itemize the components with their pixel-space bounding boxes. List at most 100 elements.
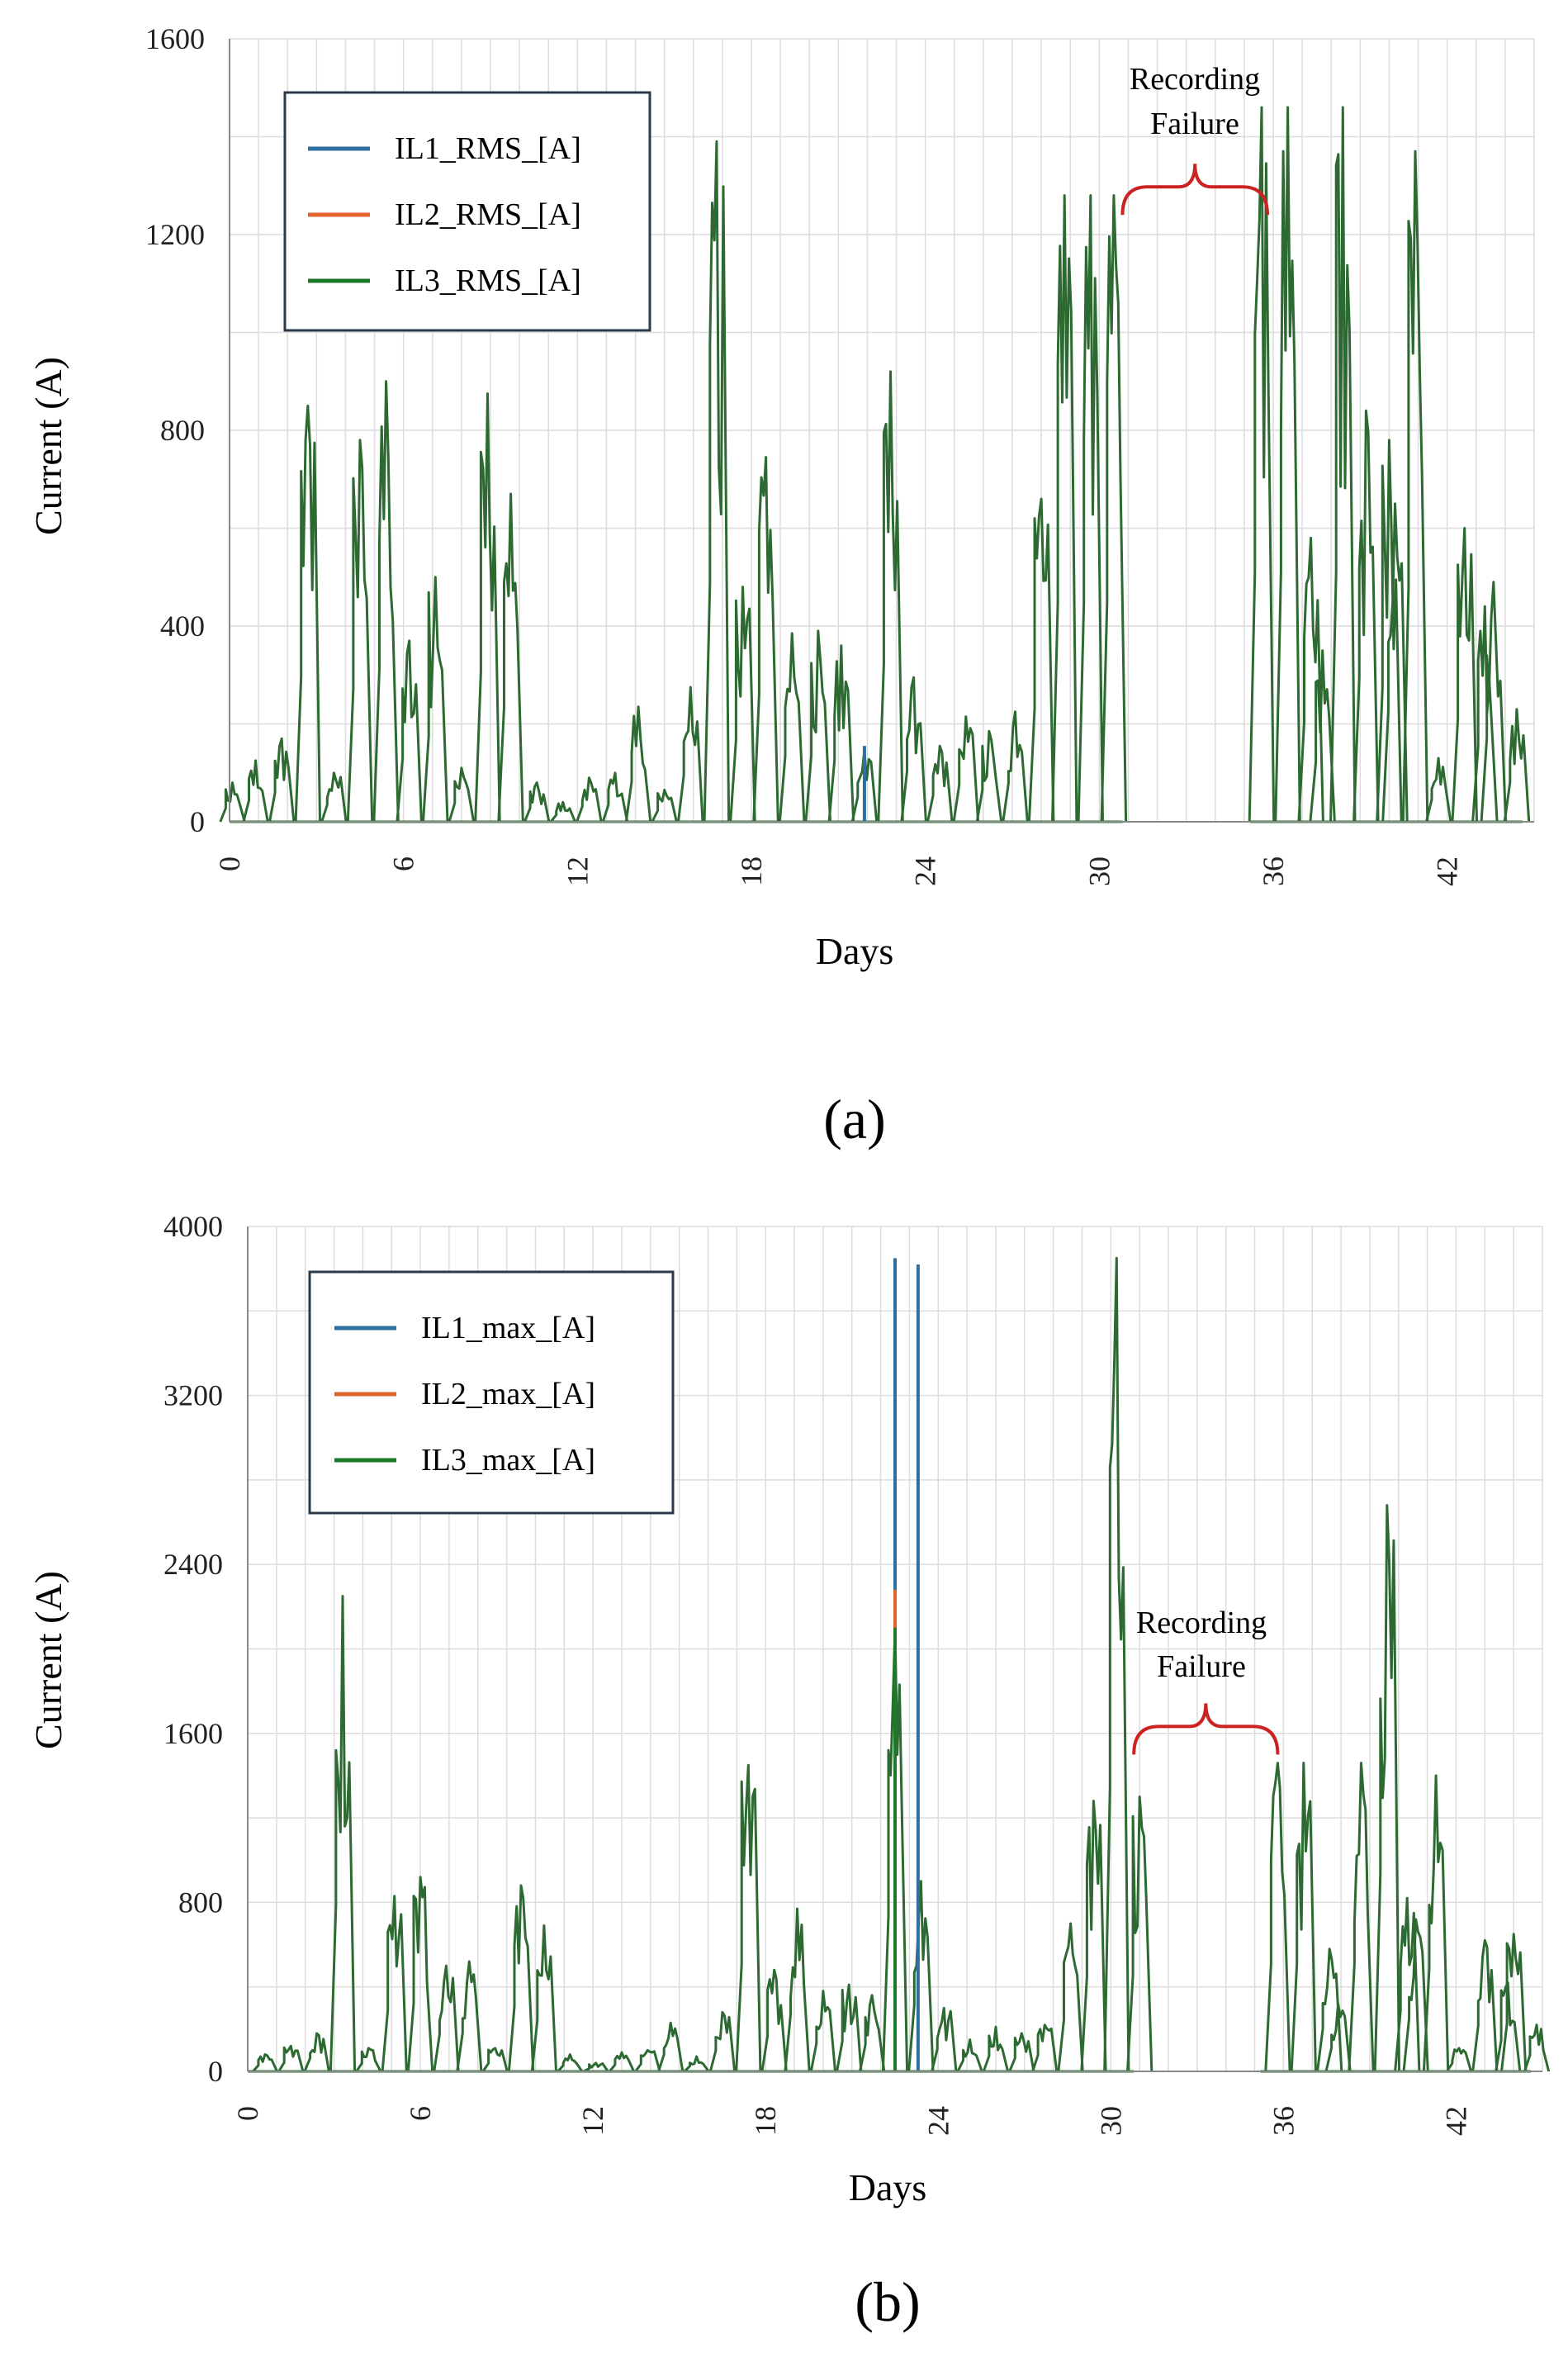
annotation-line-2-a: Failure xyxy=(1150,107,1239,141)
series-il3-peak-a xyxy=(677,686,704,823)
series-il3-peak-b xyxy=(481,2047,509,2072)
series-il3-peak-a xyxy=(804,629,831,823)
series-il3-peak-a xyxy=(346,439,374,823)
series-il3-peak-a xyxy=(752,456,779,823)
series-il3-peak-a xyxy=(778,632,806,823)
series-il3-peak-a xyxy=(1381,502,1409,823)
series-il3-peak-a xyxy=(242,759,269,823)
series-il3-peak-b xyxy=(507,1884,535,2072)
series-il3-peak-b xyxy=(1348,1762,1375,2072)
annotation-line-1-b: Recording xyxy=(1136,1606,1267,1640)
series-il3-peak-a xyxy=(497,492,524,823)
series-il3-peak-b xyxy=(1422,1774,1450,2072)
x-tick-label-b: 42 xyxy=(1439,2106,1472,2136)
series-il3-peak-a xyxy=(294,404,321,823)
series-il3-peak-b xyxy=(982,2025,1010,2072)
plot-area-a xyxy=(219,106,1531,823)
x-tick-label-b: 30 xyxy=(1094,2106,1127,2136)
ticks-a: 0 400 800 1200 1600 0 6 12 18 24 30 36 42 xyxy=(145,22,1464,886)
legend-label-il1-b: IL1_max_[A] xyxy=(421,1311,595,1345)
series-il3-peak-b xyxy=(1126,1796,1153,2072)
series-il3-peak-a xyxy=(1002,710,1029,823)
series-il3-peak-b xyxy=(557,2053,584,2073)
series-il3-peak-b xyxy=(277,2044,305,2072)
x-tick-label-b: 6 xyxy=(404,2106,437,2121)
y-axis-label-a: Current (A) xyxy=(27,357,69,535)
series-il3-peak-a xyxy=(1424,757,1452,823)
series-il3-peak-a xyxy=(651,789,678,823)
series-il3-peak-a xyxy=(1309,649,1336,823)
series-il3-peak-a xyxy=(1352,409,1380,823)
y-tick-label-b: 0 xyxy=(208,2055,223,2088)
series-il3-peak-a xyxy=(624,705,652,823)
series-il3-peak-a xyxy=(1274,106,1301,823)
x-tick-label-a: 36 xyxy=(1257,856,1290,886)
series-il3-peak-b xyxy=(1446,2047,1473,2072)
series-il3-peak-b xyxy=(1471,1938,1499,2072)
series-il3-peak-b xyxy=(1316,1947,1343,2072)
series-il3-peak-b xyxy=(1394,1896,1421,2072)
legend-label-il2-b: IL2_max_[A] xyxy=(421,1377,595,1411)
series-il3-peak-a xyxy=(372,380,400,823)
series-il3-peak-a xyxy=(1027,497,1055,823)
series-il3-peak-a xyxy=(320,771,348,823)
series-il3-peak-b xyxy=(1080,1800,1107,2072)
series-il3-peak-a xyxy=(219,781,246,823)
series-il3-peak-a xyxy=(448,766,476,823)
y-tick-label-a: 1200 xyxy=(145,218,205,251)
series-il3-peak-a xyxy=(523,781,551,823)
series-il3-peak-b xyxy=(1324,2002,1352,2072)
series-il3-peak-b xyxy=(1057,1922,1084,2072)
x-tick-label-a: 0 xyxy=(213,856,246,871)
series-il3-peak-a xyxy=(1297,536,1324,823)
series-il3-peak-b xyxy=(433,1964,460,2072)
series-il3-peak-a xyxy=(952,715,980,823)
series-il3-peak-b xyxy=(735,1763,762,2072)
y-tick-label-a: 800 xyxy=(160,414,205,447)
series-il3-peak-a xyxy=(827,644,855,823)
x-tick-label-a: 24 xyxy=(909,856,942,886)
series-il3-peak-b xyxy=(931,2006,958,2072)
annotation-line-2-b: Failure xyxy=(1157,1649,1246,1684)
x-tick-label-b: 12 xyxy=(576,2106,609,2136)
series-il3-peak-a xyxy=(729,586,756,823)
series-il3-peak-a xyxy=(601,771,629,823)
series-il3-peak-a xyxy=(926,744,954,823)
series-il3-peak-a xyxy=(1376,439,1403,823)
y-axis-label-b: Current (A) xyxy=(27,1571,69,1749)
series-il3-peak-b xyxy=(303,2032,330,2072)
legend-label-il2-a: IL2_RMS_[A] xyxy=(395,197,581,232)
series-il3-peak-b xyxy=(609,2051,635,2072)
recording-failure-annotation-a: Recording Failure xyxy=(1120,62,1269,216)
x-tick-label-b: 24 xyxy=(921,2106,955,2136)
series-il3-peak-a xyxy=(975,729,1003,823)
axes-b xyxy=(247,1226,1542,2072)
y-tick-label-b: 2400 xyxy=(163,1548,223,1581)
series-il3-peak-a xyxy=(1051,194,1078,823)
series-il3-peak-a xyxy=(1451,527,1478,823)
caption-a: (a) xyxy=(823,1088,885,1150)
recording-failure-annotation-b: Recording Failure xyxy=(1132,1606,1280,1755)
y-tick-label-b: 1600 xyxy=(163,1717,223,1750)
series-il3-peak-b xyxy=(809,1990,836,2072)
x-tick-label-a: 12 xyxy=(561,856,594,886)
series-il3-peak-b xyxy=(355,2047,382,2072)
series-il3-peak-b xyxy=(1290,1762,1317,2072)
series-il3-peak-a xyxy=(703,140,731,823)
caption-b: (b) xyxy=(855,2270,920,2333)
series-il3-peak-b xyxy=(1031,2023,1059,2072)
series-il3-peak-b xyxy=(406,1876,434,2072)
x-axis-label-b: Days xyxy=(849,2166,927,2208)
series-il3-peak-a xyxy=(1077,194,1104,823)
series-il3-peak-b xyxy=(1264,1762,1291,2072)
series-il3-peak-a xyxy=(1503,708,1531,823)
series-il3-peak-b xyxy=(329,1595,357,2072)
series-il3-peak-b xyxy=(1373,1504,1400,2072)
annotation-line-1-a: Recording xyxy=(1130,62,1260,97)
series-il3-peak-a xyxy=(576,776,603,823)
legend-a: IL1_RMS_[A] IL2_RMS_[A] IL3_RMS_[A] xyxy=(283,91,651,332)
annotation-brace-a xyxy=(1120,164,1269,216)
x-tick-label-a: 18 xyxy=(735,856,768,886)
series-il3-peak-a xyxy=(549,800,576,823)
